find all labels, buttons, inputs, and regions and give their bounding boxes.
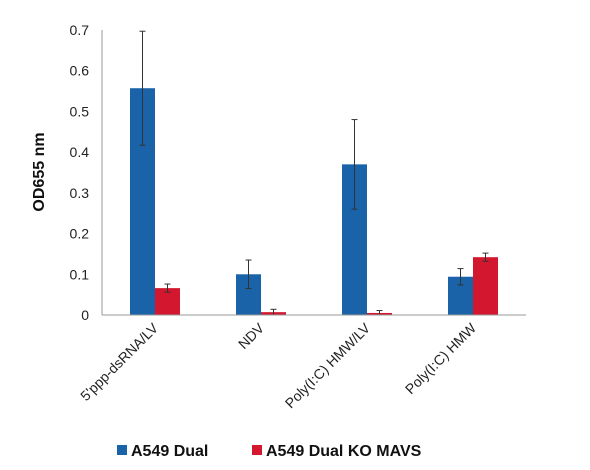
y-tick-label: 0.5	[70, 103, 90, 119]
legend-label: A549 Dual	[131, 443, 208, 460]
legend-label: A549 Dual KO MAVS	[266, 443, 422, 460]
y-tick-label: 0.3	[70, 185, 90, 201]
y-tick-label: 0.6	[70, 63, 90, 79]
legend-swatch	[117, 445, 127, 455]
y-axis-title: OD655 nm	[31, 132, 48, 211]
bar-a549-dual-ko-mavs	[473, 257, 498, 315]
x-category-label: Poly(I:C) HMW	[402, 319, 480, 397]
x-category-label: Poly(I:C) HMW/LV	[282, 319, 374, 411]
y-tick-label: 0	[81, 307, 89, 323]
y-tick-label: 0.2	[70, 226, 90, 242]
y-tick-label: 0.4	[70, 144, 90, 160]
legend-swatch	[252, 445, 262, 455]
x-category-label: NDV	[235, 319, 268, 352]
y-tick-label: 0.1	[70, 266, 90, 282]
legend: A549 Dual A549 Dual KO MAVS	[117, 443, 422, 460]
x-category-label: 5'ppp-dsRNA/LV	[77, 319, 161, 403]
y-tick-label: 0.7	[70, 22, 90, 38]
